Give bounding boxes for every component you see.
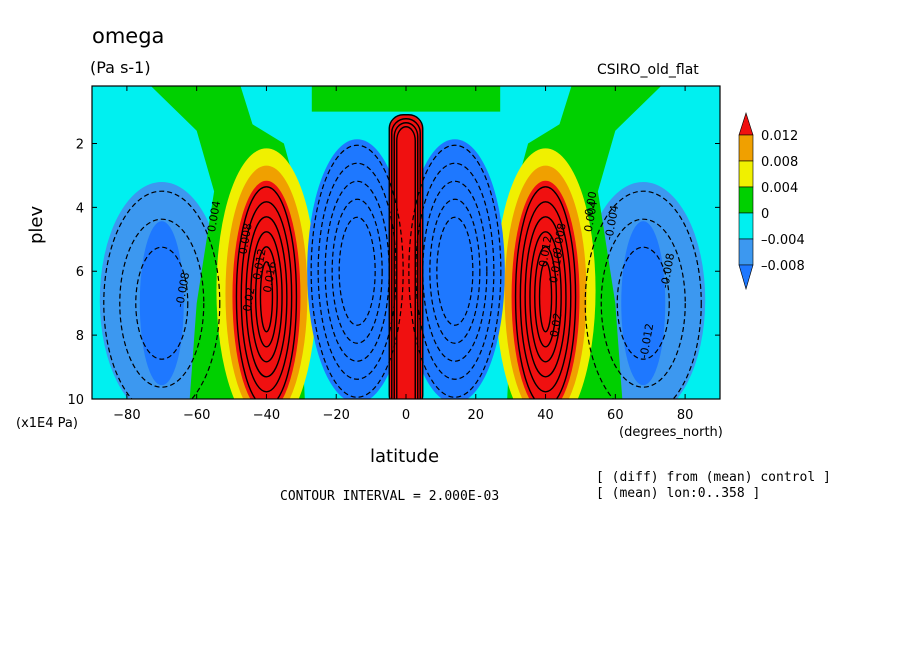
contour-label-11: -0.008 <box>658 252 677 289</box>
contour-equatorial-0 <box>388 114 424 399</box>
contour-label-13: -0.008 <box>173 271 192 308</box>
contour-equatorial-1 <box>391 118 421 399</box>
y-tick-label-2: 6 <box>76 265 84 280</box>
x-tick-label-2: −40 <box>253 408 280 423</box>
mean-note: [ (mean) lon:0..358 ] <box>596 486 761 501</box>
colorbar-segment-5 <box>738 238 754 266</box>
contour-outer-north-2 <box>616 246 670 360</box>
contour-tropical-south-0 <box>310 144 404 398</box>
y-tick-label-1: 4 <box>76 201 84 216</box>
contour-label-12: -0.012 <box>637 322 656 359</box>
contour-midlat-south-4 <box>254 246 278 348</box>
y-tick-label-0: 2 <box>76 137 84 152</box>
contour-equatorial-2 <box>393 122 419 399</box>
contour-tropical-south-4 <box>338 216 376 326</box>
contour-label-2: 0.012 <box>250 248 268 281</box>
chart-units: (Pa s-1) <box>90 58 151 77</box>
contour-midlat-north-1 <box>519 201 572 393</box>
outer-cell-north-core <box>621 221 666 386</box>
tropical-cell-north <box>404 139 505 399</box>
x-tick-label-5: 20 <box>468 408 485 423</box>
contour-midlat-north-4 <box>534 246 558 348</box>
contour-label-10: -0.004 <box>602 204 621 241</box>
plot-area: 0.0040.0080.0120.0160.020.0040.0080.0120… <box>92 86 720 399</box>
contour-equatorial-3 <box>396 126 416 399</box>
y-axis-label: plev <box>26 205 47 244</box>
colorbar-label-2: 0.004 <box>761 181 798 196</box>
contour-label-5: 0.004 <box>582 200 600 233</box>
contour-label-1: 0.008 <box>236 222 254 255</box>
x-tick-label-6: 40 <box>537 408 554 423</box>
diff-note: [ (diff) from (mean) control ] <box>596 470 831 485</box>
contour-label-14: 0.00 <box>582 190 599 216</box>
contour-tropical-south-3 <box>331 198 383 344</box>
contour-midlat-north-2 <box>524 216 567 378</box>
x-tick-label-7: 60 <box>607 408 624 423</box>
colorbar-segment-3 <box>738 186 754 214</box>
contour-tropical-north-3 <box>429 198 481 344</box>
midlat-cell-north-red <box>511 180 580 399</box>
x-tick-label-0: −80 <box>113 408 140 423</box>
y-tick-label-4: 10 <box>67 393 84 408</box>
contour-tropical-north-0 <box>408 144 502 398</box>
contour-label-6: 0.008 <box>550 222 568 255</box>
colorbar-label-0: 0.012 <box>761 129 798 144</box>
colorbar-segment-1 <box>738 134 754 162</box>
contour-midlat-south-0 <box>235 186 298 399</box>
colorbar-label-5: –0.008 <box>761 259 805 274</box>
contour-outer-south-1 <box>119 218 205 388</box>
contour-midlat-south-1 <box>240 201 293 393</box>
colorbar-label-1: 0.008 <box>761 155 798 170</box>
contour-midlat-north-0 <box>514 186 577 399</box>
x-axis-units: (degrees_north) <box>619 425 723 440</box>
contour-midlat-south-3 <box>250 231 283 363</box>
x-tick-label-3: −20 <box>323 408 350 423</box>
x-tick-label-4: 0 <box>402 408 410 423</box>
contour-label-0: 0.004 <box>205 200 223 233</box>
contour-outer-south-0 <box>103 190 221 399</box>
contour-label-7: 0.012 <box>536 235 554 268</box>
contour-outer-north-1 <box>600 218 686 388</box>
contour-label-8: 0.016 <box>547 251 565 284</box>
outer-cell-south-core <box>139 221 184 386</box>
colorbar-arrow-top <box>738 112 754 136</box>
contour-tropical-north-4 <box>436 216 474 326</box>
y-axis-units: (x1E4 Pa) <box>16 416 78 431</box>
colorbar-label-3: 0 <box>761 207 769 222</box>
contour-interval-label: CONTOUR INTERVAL = 2.000E-03 <box>280 489 500 504</box>
colorbar-segment-4 <box>738 212 754 240</box>
x-tick-label-1: −60 <box>183 408 210 423</box>
contour-outer-south-2 <box>135 246 189 360</box>
green-top-band <box>311 86 501 112</box>
y-tick-label-3: 8 <box>76 329 84 344</box>
contour-label-3: 0.016 <box>261 260 279 293</box>
contour-label-4: 0.02 <box>241 286 258 312</box>
x-axis-label: latitude <box>370 446 440 467</box>
x-tick-label-8: 80 <box>677 408 694 423</box>
contour-midlat-south-2 <box>245 216 288 378</box>
tropical-cell-south <box>307 139 408 399</box>
colorbar-label-4: –0.004 <box>761 233 805 248</box>
contour-midlat-north-5 <box>538 261 553 333</box>
contour-midlat-north-3 <box>529 231 562 363</box>
model-name: CSIRO_old_flat <box>597 62 699 78</box>
chart-title: omega <box>92 24 165 48</box>
colorbar-arrow-bottom <box>738 264 754 291</box>
contour-outer-north-0 <box>584 190 702 399</box>
contour-midlat-south-5 <box>259 261 274 333</box>
contour-label-9: 0.02 <box>548 312 565 338</box>
colorbar-segment-2 <box>738 160 754 188</box>
